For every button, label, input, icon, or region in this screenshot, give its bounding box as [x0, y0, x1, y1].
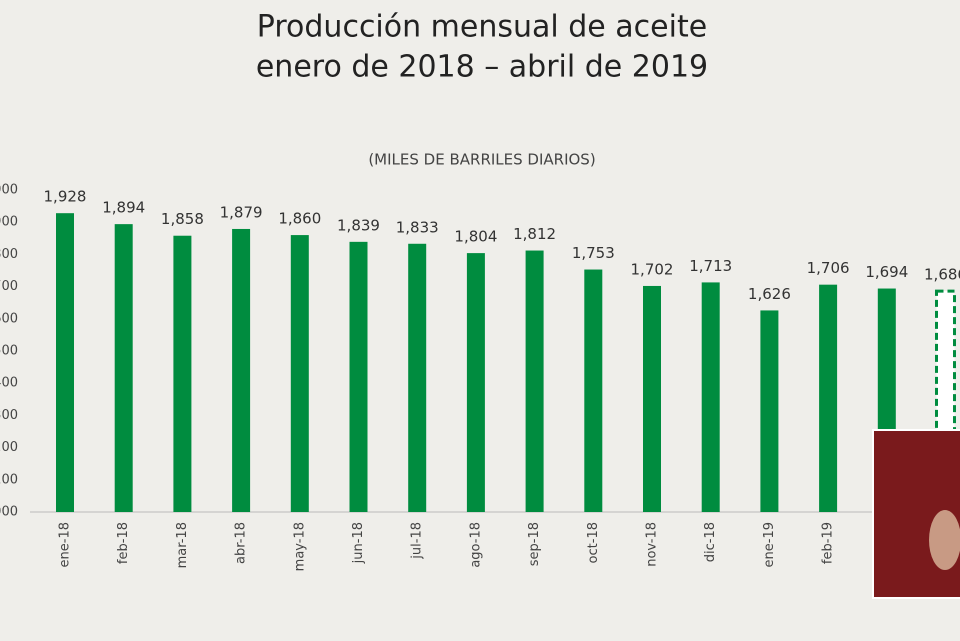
x-tick-label: may-18 [292, 522, 307, 571]
data-label: 1,879 [220, 203, 263, 221]
data-label: 1,713 [689, 257, 732, 275]
y-tick-label: 1,800 [0, 247, 18, 262]
data-label: 1,753 [572, 244, 615, 262]
video-overlay [872, 429, 960, 599]
data-label: 1,812 [513, 225, 556, 243]
x-tick-label: ago-18 [468, 522, 483, 568]
y-tick-label: 1,200 [0, 440, 18, 455]
x-tick-label: jul-18 [410, 522, 425, 560]
x-tick-label: abr-18 [234, 522, 249, 564]
data-label: 1,894 [102, 199, 145, 217]
x-tick-label: mar-18 [175, 522, 190, 568]
x-tick-label: nov-18 [645, 522, 660, 567]
bar [760, 310, 779, 512]
chart-subtitle: (MILES DE BARRILES DIARIOS) [368, 151, 595, 169]
bar [173, 235, 192, 512]
bar [643, 285, 661, 512]
x-tick-label: sep-18 [527, 522, 542, 566]
bar [584, 269, 603, 512]
y-tick-label: 1,600 [0, 311, 18, 326]
data-label: 1,928 [44, 188, 87, 206]
bar [701, 282, 720, 512]
y-tick-label: 1,700 [0, 279, 18, 294]
y-tick-label: 2,000 [0, 183, 18, 198]
y-tick-label: 1,900 [0, 215, 18, 230]
y-tick-label: 1,500 [0, 344, 18, 359]
bar [408, 243, 427, 513]
data-label: 1,702 [631, 260, 674, 278]
x-tick-label: jun-18 [351, 522, 366, 564]
x-tick-label: dic-18 [703, 522, 718, 562]
bar [232, 228, 251, 512]
data-label: 1,626 [748, 285, 791, 303]
y-tick-label: 1,400 [0, 376, 18, 391]
data-label: 1,804 [454, 228, 497, 246]
bar [114, 224, 133, 512]
data-label: 1,686 [924, 266, 960, 284]
plot: 1,000 1,100 1,200 1,300 1,400 1,500 1,600 1,700… [0, 183, 960, 571]
x-tick-label: feb-18 [116, 522, 131, 564]
bar [819, 284, 838, 512]
bar [290, 235, 309, 512]
y-tick-label: 1,000 [0, 505, 18, 520]
y-tick-label: 1,100 [0, 472, 18, 487]
bar [349, 241, 368, 513]
data-label: 1,706 [807, 259, 850, 277]
x-tick-label: feb-19 [821, 522, 836, 564]
data-label: 1,833 [396, 218, 439, 236]
data-label: 1,839 [337, 216, 380, 234]
bar [525, 250, 544, 512]
x-tick-label: oct-18 [586, 522, 601, 563]
data-label: 1,860 [278, 210, 321, 228]
x-tick-label: ene-18 [58, 522, 73, 567]
chart-title: enero de 2018 – abril de 2019 [256, 50, 708, 85]
bar [56, 213, 74, 512]
bar [466, 253, 485, 512]
data-label: 1,694 [865, 263, 908, 281]
data-label: 1,858 [161, 210, 204, 228]
y-tick-label: 1,300 [0, 408, 18, 423]
x-tick-label: ene-19 [762, 522, 777, 567]
video-figure [929, 510, 960, 570]
chart-title: Producción mensual de aceite [257, 10, 707, 45]
